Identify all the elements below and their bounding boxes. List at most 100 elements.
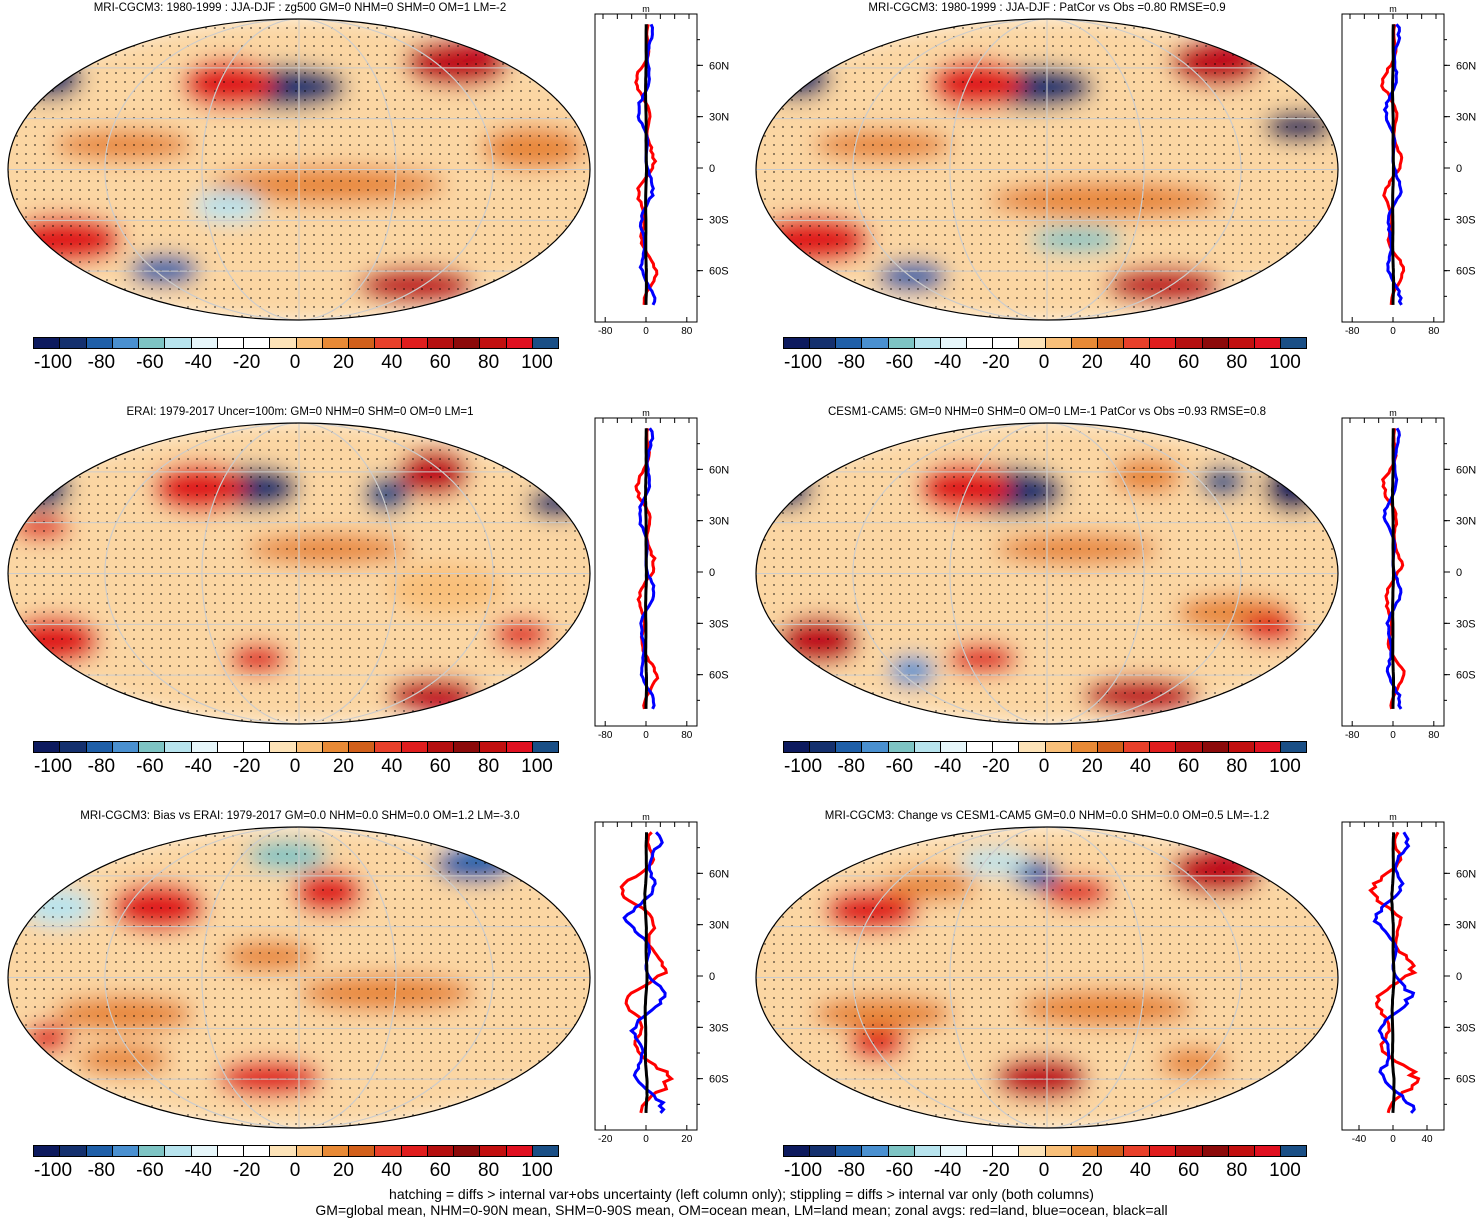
zonal-x-label: 0: [643, 326, 649, 337]
colorbar-swatch: [1046, 1146, 1072, 1156]
colorbar-swatch: [1150, 1146, 1176, 1156]
colorbar-swatch: [139, 1146, 165, 1156]
panel-3-title: ERAI: 1979-2017 Uncer=100m: GM=0 NHM=0 S…: [10, 406, 590, 418]
colorbar-swatch: [375, 1146, 401, 1156]
colorbar-swatch: [165, 742, 191, 752]
colorbar-swatch: [165, 1146, 191, 1156]
colorbar-swatch: [297, 338, 323, 348]
colorbar-tick-label: -100: [34, 756, 72, 778]
colorbar-tick-label: 0: [290, 756, 301, 778]
colorbar-tick-label: -20: [982, 756, 1009, 778]
colorbar-swatch: [428, 1146, 454, 1156]
colorbar-tick-label: 0: [290, 352, 301, 374]
zonal-lat-label: 30N: [1456, 920, 1476, 932]
colorbar-swatch: [87, 338, 113, 348]
zonal-x-label: 0: [643, 1134, 649, 1145]
colorbar-tick-label: 80: [478, 756, 499, 778]
colorbar-tick-label: 60: [430, 1160, 451, 1182]
colorbar-swatch: [113, 338, 139, 348]
colorbar-1: [33, 337, 559, 349]
colorbar-swatch: [1203, 742, 1229, 752]
zonal-x-label: 0: [1390, 1134, 1396, 1145]
colorbar-tick-label: 40: [381, 1160, 402, 1182]
panel-6-title: MRI-CGCM3: Change vs CESM1-CAM5 GM=0.0 N…: [757, 810, 1337, 822]
zonal-x-label: 80: [681, 326, 693, 337]
zonal-x-label: -40: [1352, 1134, 1367, 1145]
zonal-lat-label: 60N: [709, 60, 729, 72]
colorbar-swatch: [454, 338, 480, 348]
colorbar-tick-label: 20: [1082, 352, 1103, 374]
colorbar-swatch: [862, 338, 888, 348]
colorbar-5: [33, 1145, 559, 1157]
colorbar-tick-label: 20: [333, 352, 354, 374]
colorbar-tick-label: 100: [521, 352, 553, 374]
colorbar-swatch: [836, 338, 862, 348]
colorbar-tick-label: -40: [184, 1160, 211, 1182]
zonal-x-label: 0: [1390, 730, 1396, 741]
colorbar-tick-label: 100: [1269, 352, 1301, 374]
zonal-lat-label: 0: [709, 971, 715, 983]
panel-2-map: [754, 17, 1340, 322]
zonal-lat-label: 0: [1456, 567, 1462, 579]
colorbar-swatch: [244, 1146, 270, 1156]
colorbar-swatch: [784, 338, 810, 348]
colorbar-swatch: [349, 1146, 375, 1156]
colorbar-tick-label: -80: [88, 1160, 115, 1182]
colorbar-swatch: [192, 338, 218, 348]
colorbar-swatch: [507, 1146, 533, 1156]
colorbar-swatch: [139, 338, 165, 348]
zonal-lat-label: 30S: [709, 1022, 729, 1034]
colorbar-swatch: [889, 742, 915, 752]
colorbar-4: [783, 741, 1307, 753]
colorbar-tick-label: -40: [184, 352, 211, 374]
colorbar-swatch: [34, 338, 60, 348]
colorbar-swatch: [941, 742, 967, 752]
zonal-lat-label: 30S: [709, 618, 729, 630]
zonal-lat-label: 30S: [1456, 214, 1476, 226]
colorbar-swatch: [810, 742, 836, 752]
colorbar-2: [783, 337, 1307, 349]
zonal-all-curve: [1393, 24, 1394, 305]
colorbar-tick-label: 80: [1226, 756, 1247, 778]
colorbar-swatch: [915, 338, 941, 348]
colorbar-tick-label: 100: [1269, 756, 1301, 778]
colorbar-tick-label: 40: [381, 352, 402, 374]
panel-2-title: MRI-CGCM3: 1980-1999 : JJA-DJF : PatCor …: [757, 2, 1337, 14]
colorbar-swatch: [297, 742, 323, 752]
colorbar-swatch: [1072, 1146, 1098, 1156]
colorbar-swatch: [1150, 742, 1176, 752]
colorbar-swatch: [323, 742, 349, 752]
colorbar-tick-label: 80: [478, 352, 499, 374]
colorbar-tick-label: -40: [934, 352, 961, 374]
zonal-lat-label: 60S: [1456, 266, 1476, 278]
colorbar-tick-label: -20: [982, 352, 1009, 374]
zonal-lat-label: 60S: [709, 266, 729, 278]
zonal-x-label: 80: [1428, 326, 1440, 337]
colorbar-swatch: [836, 1146, 862, 1156]
panel-5-title: MRI-CGCM3: Bias vs ERAI: 1979-2017 GM=0.…: [10, 810, 590, 822]
colorbar-tick-label: 80: [478, 1160, 499, 1182]
colorbar-swatch: [1098, 338, 1124, 348]
zonal-x-label: 80: [1428, 730, 1440, 741]
zonal-lat-label: 30N: [1456, 112, 1476, 124]
colorbar-tick-label: 20: [1082, 756, 1103, 778]
zonal-all-curve: [1392, 832, 1395, 1113]
colorbar-swatch: [218, 338, 244, 348]
colorbar-swatch: [192, 742, 218, 752]
zonal-lat-label: 60N: [709, 464, 729, 476]
zonal-unit-label: m: [1389, 4, 1397, 14]
colorbar-tick-label: -100: [34, 352, 72, 374]
colorbar-swatch: [1176, 1146, 1202, 1156]
colorbar-tick-label: 80: [1226, 1160, 1247, 1182]
colorbar-swatch: [323, 338, 349, 348]
colorbar-swatch: [402, 1146, 428, 1156]
zonal-unit-label: m: [642, 4, 650, 14]
colorbar-swatch: [139, 742, 165, 752]
zonal-x-label: -20: [598, 1134, 613, 1145]
footer-line-1: hatching = diffs > internal var+obs unce…: [0, 1186, 1483, 1202]
colorbar-swatch: [1281, 742, 1306, 752]
colorbar-swatch: [1176, 338, 1202, 348]
